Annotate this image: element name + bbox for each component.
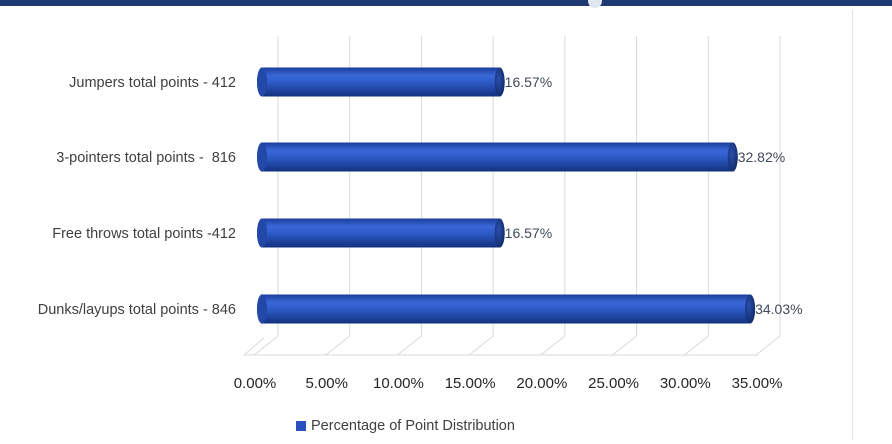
data-label: 34.03% (755, 301, 802, 317)
bar (257, 142, 738, 172)
floor-gridline (540, 335, 566, 356)
x-tick-label: 25.00% (588, 375, 639, 392)
category-label: 3-pointers total points - 816 (56, 150, 236, 166)
bar (257, 218, 505, 248)
right-divider (852, 10, 853, 440)
bars (255, 67, 756, 332)
category-label: Dunks/layups total points - 846 (38, 302, 236, 318)
top-band (0, 0, 892, 8)
x-tick-label: 35.00% (732, 375, 783, 392)
floor-gridline (468, 335, 494, 356)
legend-label: Percentage of Point Distribution (311, 418, 515, 434)
floor-gridline (683, 335, 709, 356)
top-band-notch (588, 0, 602, 8)
floor-gridline (755, 335, 781, 356)
data-label: 32.82% (738, 149, 785, 165)
x-tick-label: 20.00% (516, 375, 567, 392)
bar-start-cap (257, 67, 267, 97)
x-tick-label: 5.00% (305, 375, 348, 392)
bar-start-cap (257, 294, 267, 324)
floor-gridline (325, 335, 351, 356)
bar-end-cap (727, 142, 738, 172)
labels: 0.00% 5.00% 10.00% 15.00% 20.00% 25.00% 30.00%… (38, 74, 803, 392)
floor-gridline (612, 335, 637, 356)
bar-end-cap (745, 294, 756, 324)
bar (257, 67, 505, 97)
floor-left-edge (243, 337, 265, 356)
x-tick-label: 10.00% (373, 375, 424, 392)
bar-start-cap (257, 218, 267, 248)
data-label: 16.57% (505, 74, 552, 90)
bar-end-cap (494, 67, 505, 97)
bar-end-cap (494, 218, 505, 248)
category-label: Free throws total points -412 (52, 226, 236, 242)
x-tick-label: 30.00% (660, 375, 711, 392)
bar-start-cap (257, 142, 267, 172)
x-tick-label: 15.00% (445, 375, 496, 392)
legend-swatch (296, 421, 306, 431)
floor-gridline (397, 335, 422, 356)
legend: Percentage of Point Distribution (296, 416, 515, 436)
data-label: 16.57% (505, 225, 552, 241)
x-tick-label: 0.00% (234, 375, 277, 392)
floor-gridline (253, 335, 279, 356)
bar (257, 294, 756, 324)
category-label: Jumpers total points - 412 (69, 75, 236, 91)
